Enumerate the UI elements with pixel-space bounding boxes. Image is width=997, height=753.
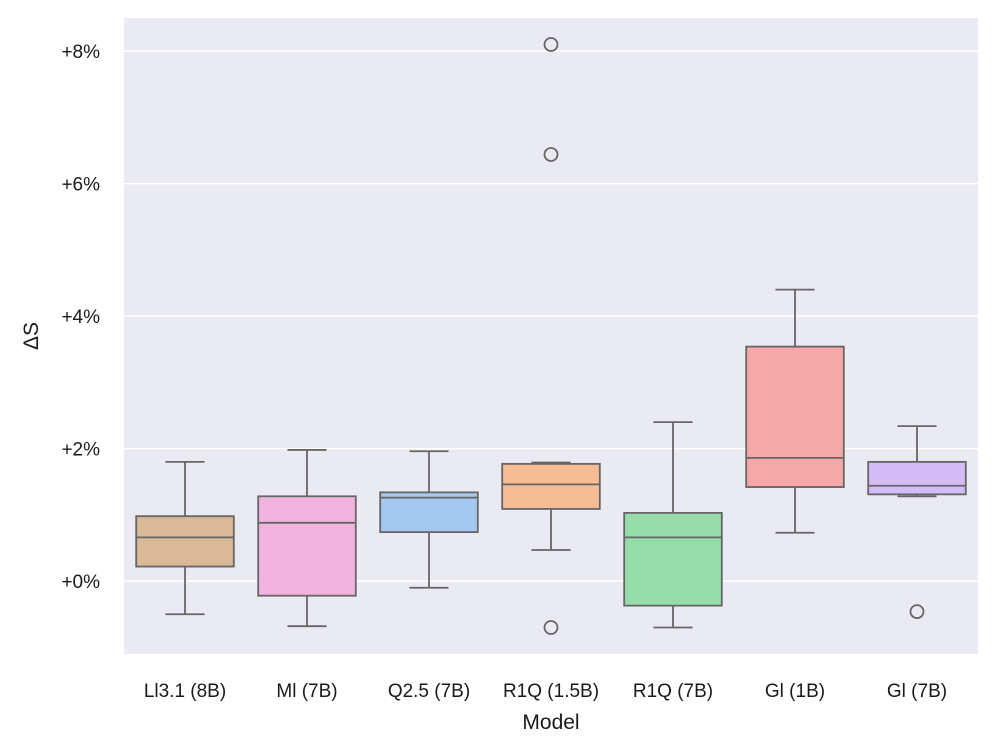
y-tick-label: +2% [61,440,100,461]
x-tick-label: Gl (1B) [765,681,825,702]
y-tick-label: +8% [61,42,100,63]
x-axis-title: Model [522,711,579,734]
x-axis-ticks: Ll3.1 (8B) Ml (7B) Q2.5 (7B) R1Q (1.5B) R1Q … [144,681,947,702]
outlier-point [543,147,559,162]
box-group [379,450,479,589]
y-tick-label: +0% [61,572,100,593]
x-tick-label: Ml (7B) [276,681,337,702]
x-tick-label: Q2.5 (7B) [388,681,470,702]
box-group [135,460,235,616]
x-tick-label: Ll3.1 (8B) [144,681,226,702]
box-iqr [257,495,357,597]
y-tick-label: +4% [61,307,100,328]
box-iqr [867,460,967,496]
box-group [745,288,845,534]
plot-background [124,18,978,654]
box-group [257,449,357,628]
outlier-point [543,620,559,635]
outlier-point [909,604,925,619]
box-iqr [379,491,479,534]
y-tick-label: +6% [61,175,100,196]
box-iqr [745,345,845,488]
x-tick-label: R1Q (7B) [633,681,713,702]
box-group [501,37,601,635]
y-axis-title: ΔS [20,322,43,350]
x-tick-label: R1Q (1.5B) [503,681,599,702]
x-tick-label: Gl (7B) [887,681,947,702]
box-iqr [623,511,723,607]
box-iqr [135,515,235,568]
box-series [135,37,967,635]
outlier-point [543,37,559,52]
box-group [623,421,723,629]
y-axis-ticks: +0% +2% +4% +6% +8% [61,42,100,593]
box-iqr [501,462,601,510]
box-group [867,425,967,619]
